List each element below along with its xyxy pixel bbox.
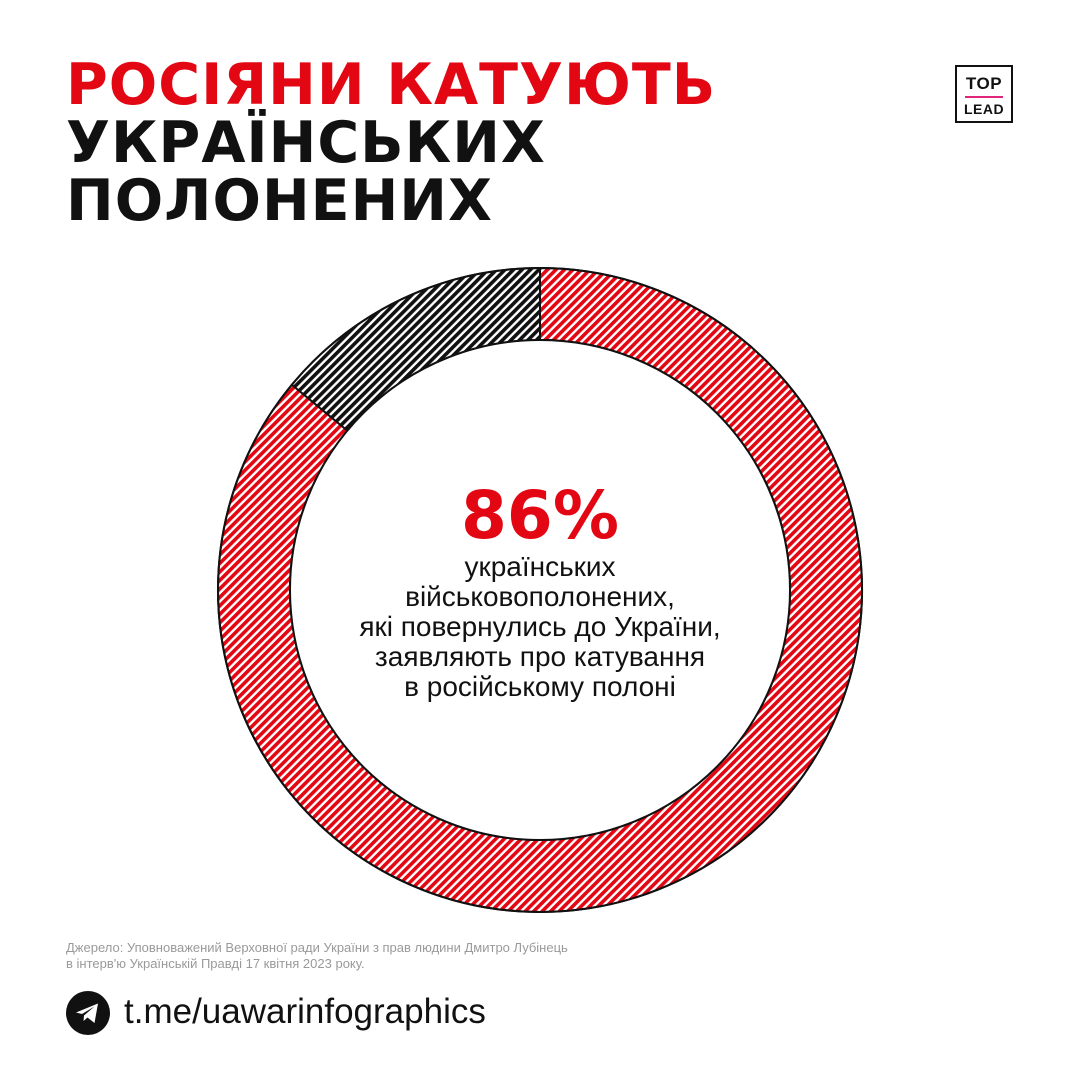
toplead-logo: TOP LEAD <box>955 65 1013 123</box>
center-description: українських військовополонених, які пове… <box>359 551 721 702</box>
donut-inner-border <box>289 339 791 841</box>
source-note: Джерело: Уповноважений Верховної ради Ук… <box>66 940 568 971</box>
donut-outer-border <box>217 267 863 913</box>
logo-text-top: TOP <box>965 74 1003 93</box>
title-line-2: УКРАЇНСЬКИХ <box>66 110 546 176</box>
logo-divider <box>965 96 1003 98</box>
telegram-icon[interactable] <box>66 991 110 1035</box>
page-title: РОСІЯНИ КАТУЮТЬ УКРАЇНСЬКИХ ПОЛОНЕНИХ <box>66 56 716 230</box>
center-percent: 86% <box>461 477 619 554</box>
title-line-1: РОСІЯНИ КАТУЮТЬ <box>66 52 717 118</box>
telegram-link[interactable]: t.me/uawarinfographics <box>124 992 486 1031</box>
logo-text-bottom: LEAD <box>963 100 1005 117</box>
title-line-3: ПОЛОНЕНИХ <box>66 168 493 234</box>
donut-center-label: 86% українських військовополонених, які … <box>300 480 780 702</box>
